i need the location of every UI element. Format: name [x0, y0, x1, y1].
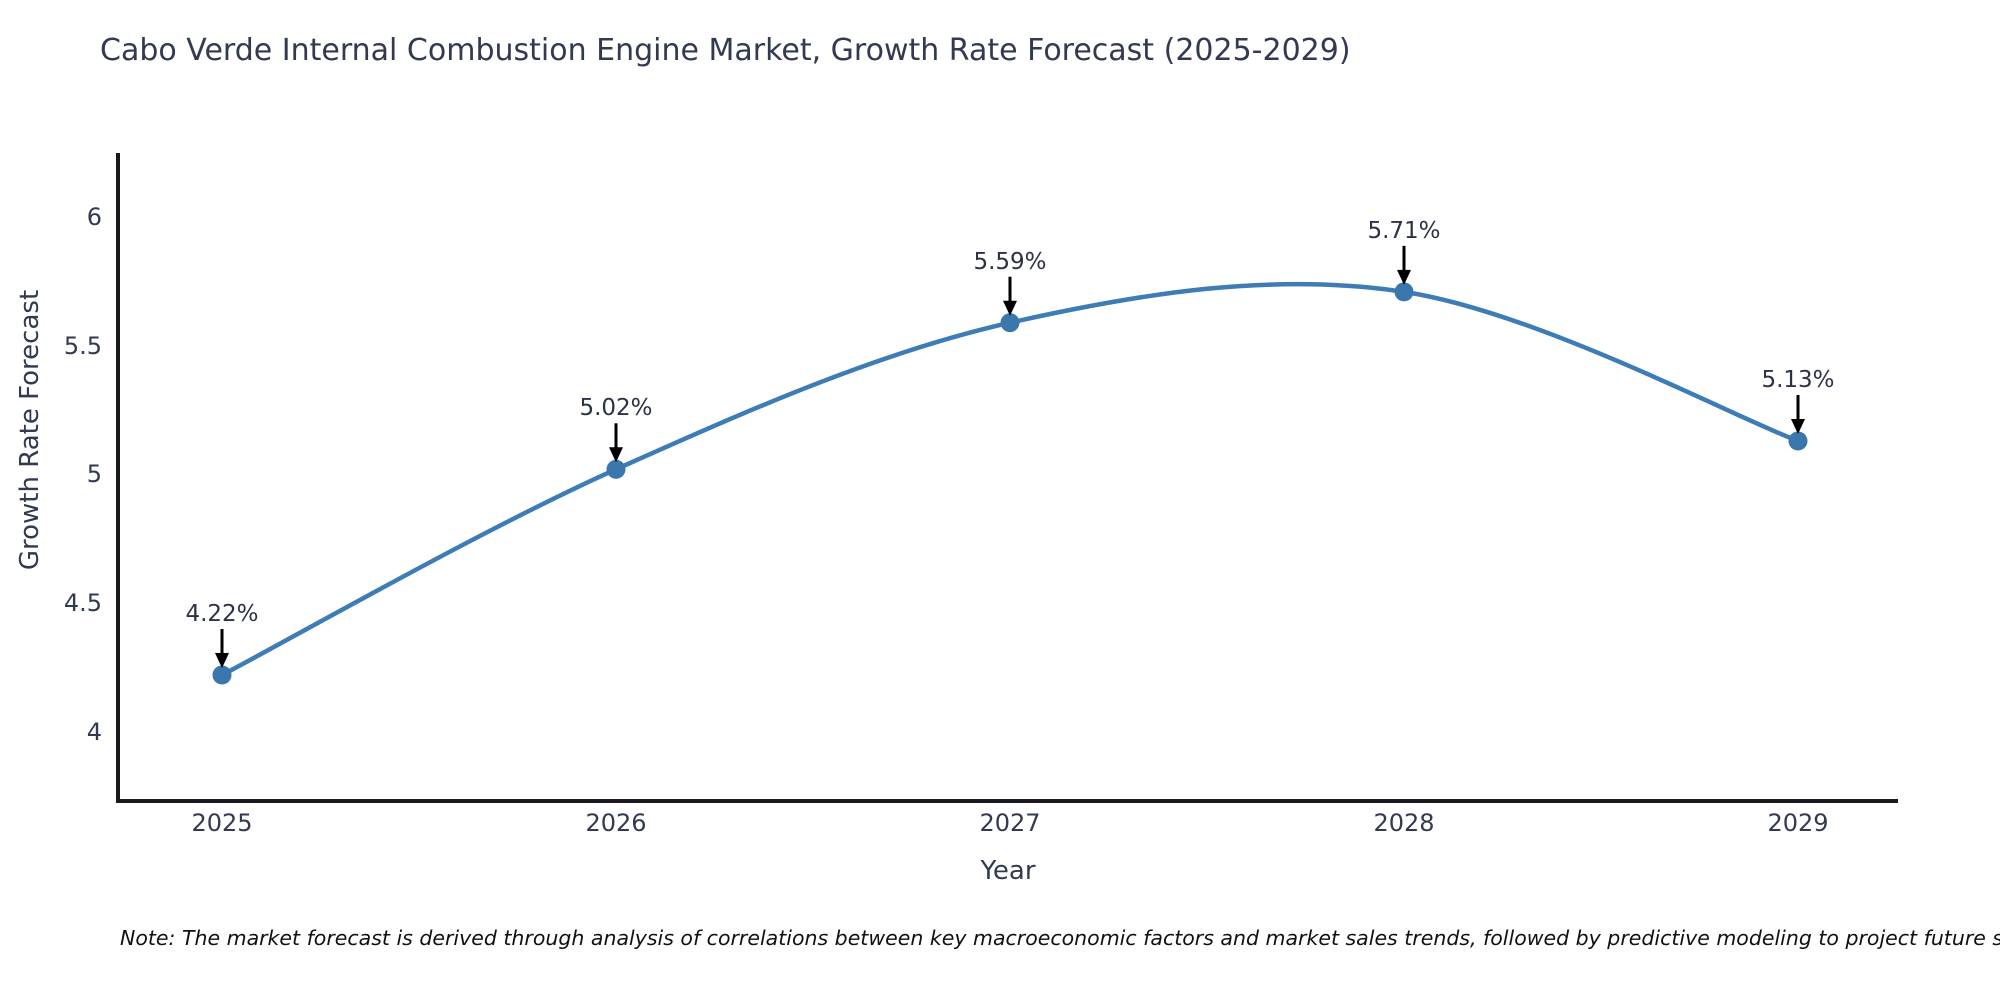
annotation-arrowhead — [609, 447, 623, 463]
footnote: Note: The market forecast is derived thr… — [120, 926, 2000, 950]
x-tick-label: 2028 — [1373, 809, 1435, 837]
y-tick-label: 6 — [86, 203, 102, 232]
point-annotation-label: 5.13% — [1761, 367, 1835, 393]
point-annotation-label: 5.71% — [1367, 217, 1441, 244]
y-tick-label: 4.5 — [63, 589, 102, 617]
y-tick-label: 5 — [86, 460, 102, 489]
point-annotation-label: 4.22% — [185, 601, 259, 627]
data-point-marker — [1000, 313, 1020, 333]
data-point-marker — [1394, 282, 1414, 302]
point-annotation-label: 5.59% — [973, 248, 1047, 275]
point-annotation-label: 5.02% — [579, 395, 653, 422]
x-axis-title: Year — [980, 856, 1036, 886]
y-tick-label: 5.5 — [63, 331, 102, 360]
annotation-arrowhead — [215, 653, 229, 668]
annotation-arrowhead — [1397, 269, 1411, 285]
x-tick-label: 2026 — [585, 809, 647, 837]
annotation-arrowhead — [1003, 300, 1017, 316]
x-tick-label: 2025 — [191, 809, 253, 837]
x-tick-label: 2027 — [979, 809, 1041, 837]
data-point-marker — [212, 665, 232, 685]
data-point-marker — [606, 459, 626, 479]
annotation-arrowhead — [1791, 419, 1805, 434]
data-point-marker — [1788, 431, 1808, 451]
chart-title: Cabo Verde Internal Combustion Engine Ma… — [100, 33, 1351, 68]
x-tick-label: 2029 — [1767, 809, 1829, 837]
y-tick-label: 4 — [86, 717, 102, 746]
series-line — [219, 281, 1801, 678]
